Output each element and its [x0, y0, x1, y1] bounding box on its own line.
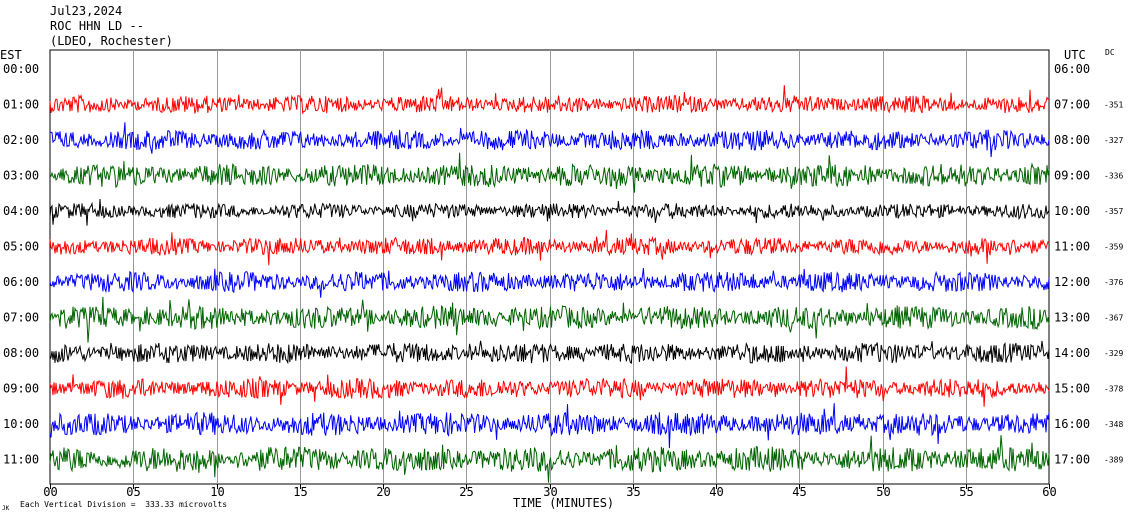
est-row-label: 00:00 — [3, 62, 39, 76]
x-tick-label: 15 — [293, 485, 307, 499]
utc-row-label: 07:00 — [1054, 98, 1090, 112]
footer-note: Each Vertical Division = 333.33 microvol… — [20, 500, 228, 509]
x-tick-label: 35 — [626, 485, 640, 499]
est-row-label: 03:00 — [3, 169, 39, 183]
utc-row-label: 13:00 — [1054, 311, 1090, 325]
est-row-label: 10:00 — [3, 417, 39, 431]
est-row-label: 02:00 — [3, 133, 39, 147]
header-network: (LDEO, Rochester) — [50, 34, 173, 48]
header-station: ROC HHN LD -- — [50, 19, 144, 33]
x-axis-title: TIME (MINUTES) — [513, 496, 615, 510]
seismic-trace — [49, 296, 1050, 343]
x-tick-label: 60 — [1042, 485, 1056, 499]
x-tick-label: 10 — [210, 485, 224, 499]
utc-row-label: 11:00 — [1054, 240, 1090, 254]
x-tick-label: 45 — [792, 485, 806, 499]
seismic-trace — [49, 85, 1050, 115]
dc-offset-label: -367 — [1104, 314, 1123, 323]
est-row-label: 05:00 — [3, 240, 39, 254]
x-tick-label: 55 — [959, 485, 973, 499]
dc-offset-label: -389 — [1104, 456, 1123, 465]
est-row-label: 11:00 — [3, 453, 39, 467]
utc-row-label: 12:00 — [1054, 275, 1090, 289]
x-tick-label: 05 — [126, 485, 140, 499]
dc-offset-label: -348 — [1104, 420, 1123, 429]
utc-row-label: 08:00 — [1054, 133, 1090, 147]
x-tick-label: 25 — [459, 485, 473, 499]
x-tick-label: 50 — [876, 485, 890, 499]
seismic-trace — [49, 268, 1050, 298]
utc-row-label: 09:00 — [1054, 169, 1090, 183]
dc-offset-label: -357 — [1104, 207, 1123, 216]
seismic-trace — [49, 340, 1050, 365]
est-row-label: 08:00 — [3, 346, 39, 360]
est-row-label: 04:00 — [3, 204, 39, 218]
seismic-trace — [49, 152, 1050, 193]
dc-axis-title: DC — [1105, 48, 1115, 57]
dc-offset-label: -376 — [1104, 278, 1123, 287]
dc-offset-label: -359 — [1104, 243, 1123, 252]
plot-frame — [49, 49, 1050, 485]
corner-mark: JK — [2, 505, 10, 512]
header-date: Jul23,2024 — [50, 4, 123, 18]
dc-offset-label: -327 — [1104, 136, 1123, 145]
left-axis-title: EST — [0, 48, 22, 62]
est-row-label: 09:00 — [3, 382, 39, 396]
dc-offset-label: -336 — [1104, 172, 1123, 181]
x-tick-label: 30 — [543, 485, 557, 499]
utc-row-label: 10:00 — [1054, 204, 1090, 218]
dc-offset-label: -378 — [1104, 385, 1123, 394]
seismic-trace — [49, 403, 1050, 449]
est-row-label: 06:00 — [3, 275, 39, 289]
utc-row-label: 06:00 — [1054, 62, 1090, 76]
utc-row-label: 16:00 — [1054, 417, 1090, 431]
seismic-trace — [49, 435, 1050, 483]
seismic-trace — [49, 198, 1050, 226]
right-axis-title: UTC — [1064, 48, 1086, 62]
dc-offset-label: -351 — [1104, 101, 1123, 110]
seismic-trace — [49, 366, 1050, 407]
seismic-trace — [49, 229, 1050, 266]
x-tick-label: 20 — [376, 485, 390, 499]
utc-row-label: 14:00 — [1054, 346, 1090, 360]
dc-offset-label: -329 — [1104, 349, 1123, 358]
est-row-label: 07:00 — [3, 311, 39, 325]
utc-row-label: 15:00 — [1054, 382, 1090, 396]
x-tick-label: 00 — [43, 485, 57, 499]
seismic-trace — [49, 122, 1050, 158]
est-row-label: 01:00 — [3, 98, 39, 112]
utc-row-label: 17:00 — [1054, 453, 1090, 467]
x-tick-label: 40 — [709, 485, 723, 499]
